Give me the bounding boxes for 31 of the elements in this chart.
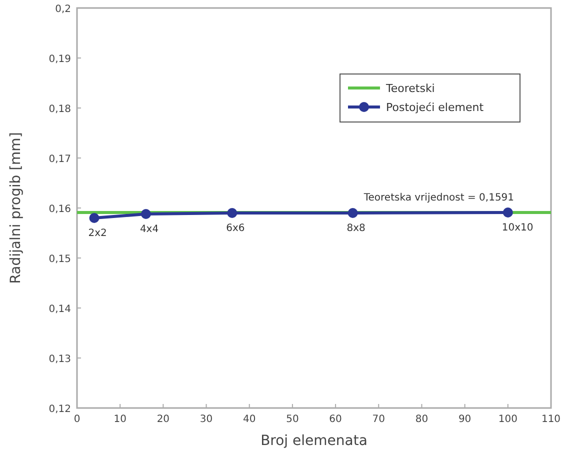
y-tick-label: 0,12 [48, 404, 71, 415]
x-tick-label: 0 [74, 414, 80, 425]
y-tick-label: 0,19 [48, 54, 71, 65]
y-tick-label: 0,14 [48, 304, 71, 315]
x-axis-title: Broj elemenata [260, 433, 368, 449]
annotation: 8x8 [346, 223, 366, 234]
y-tick-label: 0,16 [48, 204, 71, 215]
x-tick-label: 30 [200, 414, 213, 425]
annotation: Teoretska vrijednost = 0,1591 [362, 192, 514, 204]
legend-label: Postojeći element [386, 101, 484, 114]
annotation: 4x4 [140, 224, 159, 235]
annotation: 10x10 [502, 222, 534, 234]
x-tick-label: 60 [329, 414, 342, 425]
x-tick-label: 80 [415, 414, 428, 425]
annotation: 2x2 [88, 228, 107, 239]
x-tick-label: 20 [156, 414, 170, 425]
x-tick-label: 40 [242, 414, 256, 425]
y-tick-label: 0,2 [55, 4, 71, 15]
annotation: 6x6 [226, 223, 245, 234]
y-tick-label: 0,18 [48, 104, 71, 115]
y-tick-label: 0,13 [48, 354, 71, 365]
y-axis-title: Radijalni progib [mm] [8, 132, 24, 284]
x-tick-label: 90 [458, 414, 472, 425]
x-tick-label: 110 [541, 414, 561, 425]
x-tick-label: 100 [498, 414, 518, 425]
y-tick-label: 0,15 [48, 254, 71, 265]
legend-label: Teoretski [385, 82, 435, 95]
x-tick-label: 10 [114, 414, 126, 425]
y-tick-label: 0,17 [48, 154, 71, 165]
x-tick-label: 50 [286, 414, 299, 425]
x-tick-label: 70 [372, 414, 386, 425]
